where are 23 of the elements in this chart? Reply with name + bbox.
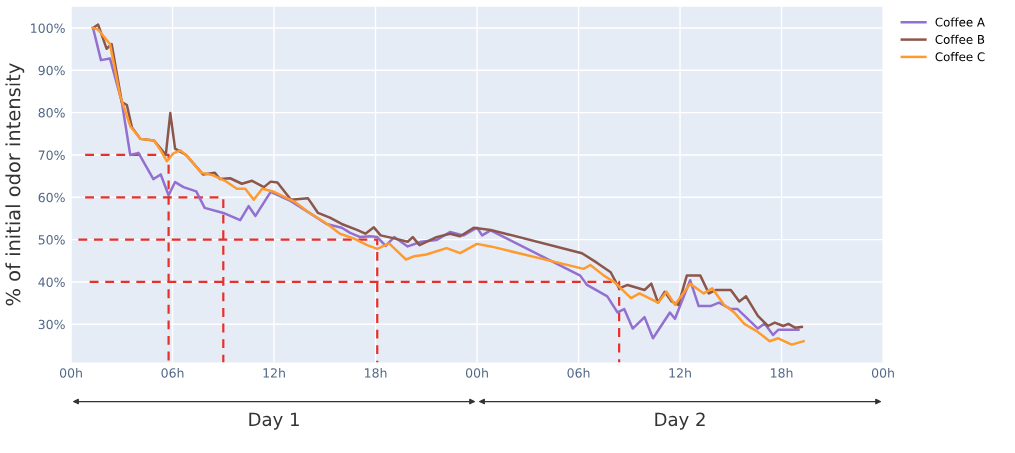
x-tick-label: 18h — [771, 367, 793, 378]
y-tick-label: 50% — [38, 235, 65, 245]
y-tick-label: 80% — [38, 108, 65, 118]
x-tick-label: 12h — [263, 367, 285, 378]
legend-label: Coffee A — [935, 17, 985, 27]
x-tick-label: 12h — [669, 367, 691, 378]
legend-label: Coffee B — [935, 34, 985, 44]
legend-label: Coffee C — [935, 52, 985, 62]
y-tick-label: 40% — [38, 277, 65, 287]
y-tick-label: 70% — [38, 150, 65, 160]
x-tick-label: 06h — [567, 367, 590, 378]
y-tick-label: 100% — [31, 23, 65, 33]
x-tick-label: 18h — [365, 367, 387, 378]
x-tick-label: 00h — [465, 367, 488, 378]
y-axis-title: % of initial odor intensity — [5, 63, 25, 306]
y-tick-label: 60% — [38, 192, 65, 203]
x-tick-label: 06h — [161, 367, 184, 378]
x-tick-label: 00h — [871, 367, 894, 378]
y-tick-label: 90% — [38, 65, 65, 76]
text: Day 2 — [655, 412, 705, 430]
text: Day 1 — [249, 412, 299, 430]
y-tick-label: 30% — [38, 319, 65, 330]
x-tick-label: 00h — [59, 367, 82, 378]
